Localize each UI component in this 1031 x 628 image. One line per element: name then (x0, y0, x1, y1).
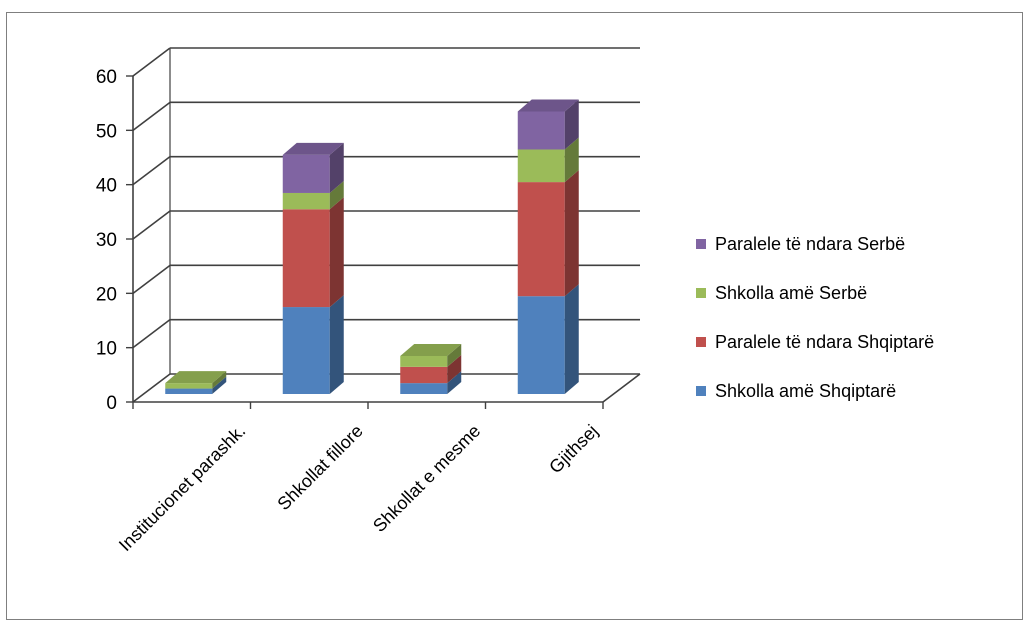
gridline-side (132, 210, 171, 240)
x-category-label: Shkollat fillore (273, 421, 366, 514)
bar-segment (517, 149, 565, 183)
legend-label: Paralele të ndara Serbë (715, 234, 905, 254)
bar-segment-top (165, 371, 227, 384)
bar-segment-side (447, 371, 462, 394)
x-category-label: Gjithsej (545, 421, 602, 478)
bar-segment-side (212, 371, 227, 389)
bars (165, 99, 579, 394)
bar-segment (282, 192, 330, 210)
y-tick-label: 40 (96, 176, 117, 197)
bar-segment (400, 366, 448, 384)
bar-segment-top (517, 99, 579, 112)
bar-segment-side (329, 142, 344, 193)
bar-segment (165, 383, 213, 389)
axes (126, 75, 641, 409)
y-tick-label: 60 (96, 67, 117, 88)
y-axis-ticks: 0 10 20 30 40 50 60 (96, 67, 117, 414)
y-tick-label: 30 (96, 230, 117, 251)
bar-segment (517, 182, 565, 297)
chart-frame (6, 12, 1023, 620)
bar-segment-side (329, 180, 344, 210)
bar-segment-side (564, 170, 579, 297)
x-category-label: Shkollat e mesme (369, 421, 484, 536)
bar-segment (282, 154, 330, 193)
bar-segment-side (564, 99, 579, 150)
x-axis-categories: Institucionet parashk. Shkollat fillore Sh… (115, 421, 602, 555)
bar-segment (165, 388, 213, 394)
y-tick-label: 0 (106, 393, 117, 414)
legend: Paralele të ndara Serbë Shkolla amë Serbë… (696, 234, 934, 401)
floor-right-edge (602, 373, 641, 403)
bar-segment-side (564, 137, 579, 183)
legend-label: Shkolla amë Shqiptarë (715, 381, 896, 401)
legend-label: Paralele të ndara Shqiptarë (715, 332, 934, 352)
legend-label: Shkolla amë Serbë (715, 283, 867, 303)
gridline-side (132, 373, 171, 403)
bar-segment-side (329, 295, 344, 394)
legend-swatch (696, 239, 706, 249)
bar-segment (517, 111, 565, 150)
legend-swatch (696, 288, 706, 298)
bar-segment-side (329, 197, 344, 308)
bar-segment (517, 296, 565, 394)
bar-segment-side (447, 354, 462, 384)
bar-segment-top (282, 142, 344, 155)
gridline-side (132, 319, 171, 349)
y-tick-label: 50 (96, 121, 117, 142)
gridline-side (132, 47, 171, 77)
bar-segment (282, 209, 330, 308)
legend-swatch (696, 386, 706, 396)
x-category-label: Institucionet parashk. (115, 421, 249, 555)
bar-segment-side (564, 284, 579, 394)
bar-segment (282, 307, 330, 394)
legend-swatch (696, 337, 706, 347)
y-tick-label: 10 (96, 339, 117, 360)
bar-segment-top (400, 343, 462, 356)
y-tick-label: 20 (96, 284, 117, 305)
bar-segment-side (447, 343, 462, 367)
gridline-side (132, 264, 171, 294)
gridline-side (132, 156, 171, 186)
gridline-side (132, 101, 171, 131)
bar-segment (400, 355, 448, 367)
bar-segment-side (212, 376, 227, 394)
bar-segment (400, 383, 448, 394)
